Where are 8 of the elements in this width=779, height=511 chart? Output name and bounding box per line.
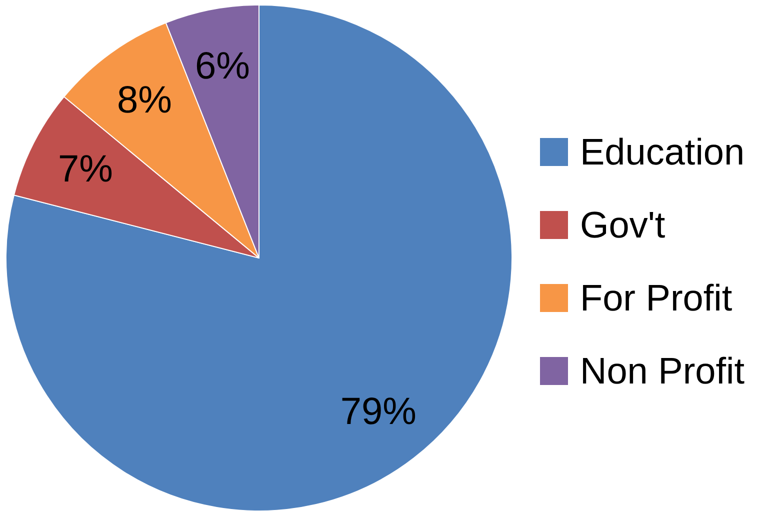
data-label: 6% [195, 46, 250, 88]
legend-label: Non Profit [580, 350, 746, 392]
legend-label: Gov't [580, 204, 666, 246]
data-label: 79% [340, 390, 416, 433]
legend-label: For Profit [580, 278, 733, 318]
data-label: 7% [58, 148, 113, 191]
legend-label: Education [580, 132, 745, 172]
data-label: 8% [117, 79, 172, 122]
